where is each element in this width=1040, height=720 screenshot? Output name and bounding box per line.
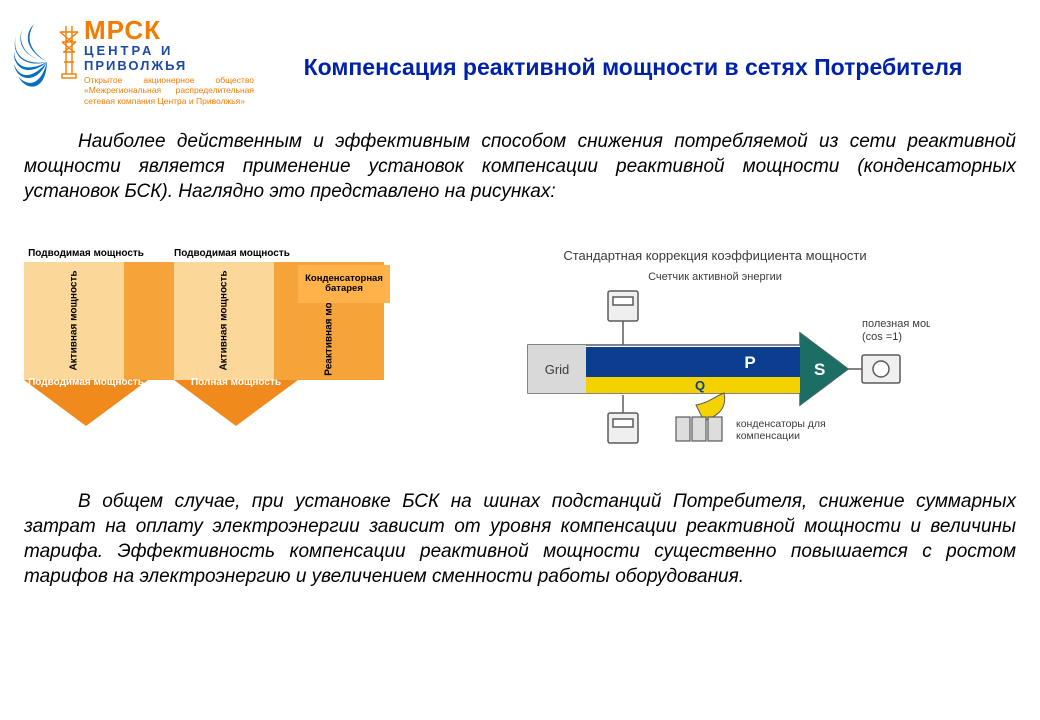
arrow-diagram-a: Подводимая мощность Активная мощность Ре… xyxy=(24,248,148,426)
page-title: Компенсация реактивной мощности в сетях … xyxy=(270,54,1016,81)
right-diagram-s-label: S xyxy=(814,360,825,379)
arrow-b-left-stem: Активная мощность xyxy=(174,262,274,380)
arrow-a-top-label: Подводимая мощность xyxy=(24,248,148,262)
logo-sub2: ПРИВОЛЖЬЯ xyxy=(84,58,254,73)
arrow-b-capacitor-label: Конденсаторная батарея xyxy=(302,274,386,294)
arrow-a-left-stem: Активная мощность xyxy=(24,262,124,380)
right-diagram-load-label-1: полезная мощность xyxy=(862,318,930,330)
right-diagram-q-label: Q xyxy=(695,378,705,393)
logo-description: Открытое акционерное общество «Межрегион… xyxy=(84,75,254,107)
logo-wordmark: МРСК xyxy=(84,18,254,43)
right-diagram-meter-label: Счетчик активной энергии xyxy=(414,271,1016,283)
header: МРСК ЦЕНТРА И ПРИВОЛЖЬЯ Открытое акционе… xyxy=(0,0,1040,107)
arrow-b-left-label: Активная мощность xyxy=(219,271,230,371)
arrow-b-head-label: Полная мощность xyxy=(174,378,298,389)
right-diagram-p-label: P xyxy=(744,353,755,372)
right-diagram-grid-label: Grid xyxy=(545,362,570,377)
right-diagram-load-label-2: (cos =1) xyxy=(862,331,902,343)
arrow-b-capacitor-box: Конденсаторная батарея xyxy=(298,265,390,303)
logo-block: МРСК ЦЕНТРА И ПРИВОЛЖЬЯ Открытое акционе… xyxy=(14,18,270,107)
right-diagram-cap-label-1: конденсаторы для xyxy=(736,418,826,430)
left-diagram-pair: Подводимая мощность Активная мощность Ре… xyxy=(24,248,374,426)
arrow-a-head-label: Подводимая мощность xyxy=(24,378,148,389)
arrow-a-left-label: Активная мощность xyxy=(69,271,80,371)
right-diagram-cap-label-2: компенсации xyxy=(736,430,800,442)
logo-icon xyxy=(14,18,80,104)
paragraph-1: Наиболее действенным и эффективным спосо… xyxy=(0,107,1040,204)
logo-sub1: ЦЕНТРА И xyxy=(84,43,254,58)
right-correction-diagram: Стандартная коррекция коэффициента мощно… xyxy=(414,248,1016,455)
diagrams-row: Подводимая мощность Активная мощность Ре… xyxy=(0,204,1040,455)
arrow-b-top-label: Подводимая мощность xyxy=(174,248,298,262)
right-diagram-svg: Grid P Q S полезн xyxy=(500,285,930,455)
right-diagram-title: Стандартная коррекция коэффициента мощно… xyxy=(414,248,1016,263)
arrow-diagram-b: Подводимая мощность Активная мощность Ре… xyxy=(174,248,374,426)
paragraph-2: В общем случае, при установке БСК на шин… xyxy=(0,455,1040,589)
